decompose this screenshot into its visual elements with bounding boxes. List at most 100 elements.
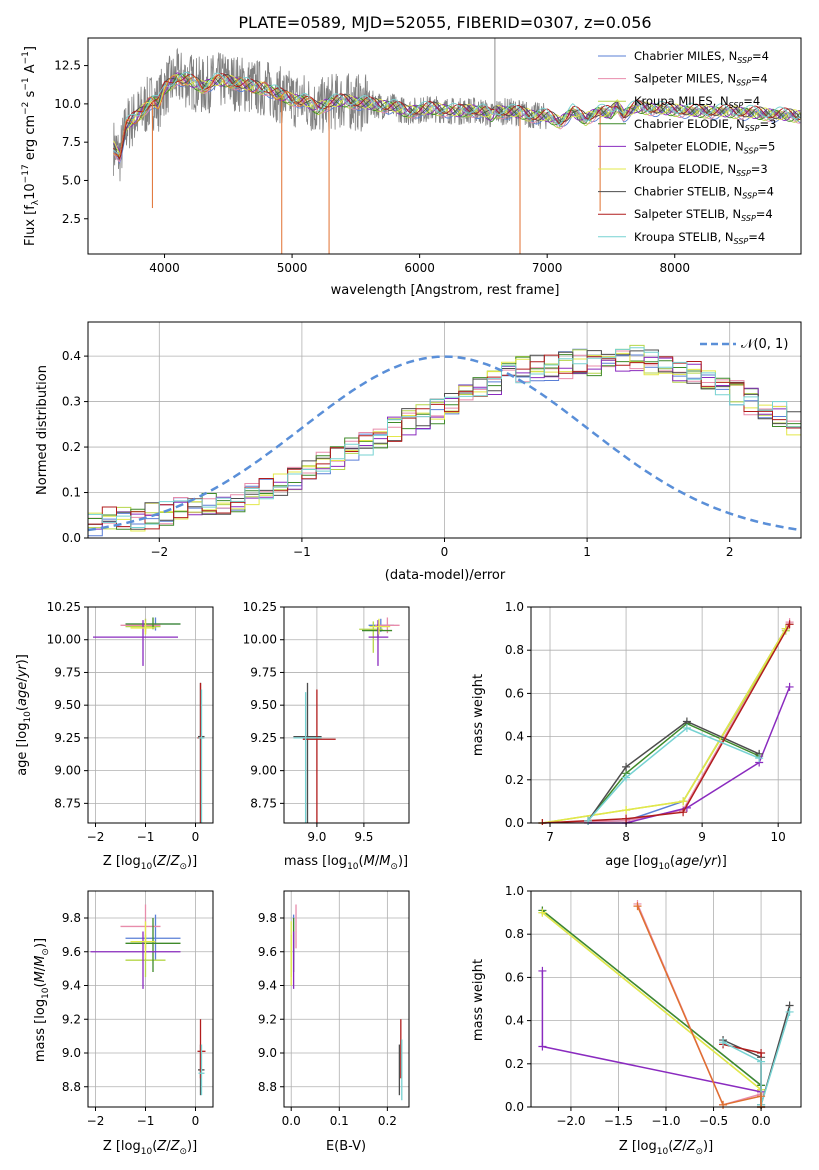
weight-vs-age-ytick-label: 0.8 [505, 643, 524, 657]
age-vs-mass-points [293, 617, 400, 823]
weight-vs-z-marker-ss [757, 1049, 766, 1057]
weight-vs-age-ytick-label: 0.6 [505, 686, 524, 700]
residuals-hist-km [88, 344, 801, 538]
age-vs-z-points [93, 617, 205, 823]
age-vs-mass-xtick-label: 9.5 [354, 830, 373, 844]
weight-vs-age-marker-ke [679, 797, 688, 806]
weight-vs-age-marker-cs [622, 762, 631, 771]
age-vs-z-xlabel: Z [log10(Z/Z⊙)] [103, 854, 197, 872]
residuals-xtick-label: −2 [150, 545, 168, 559]
weight-vs-age-line-ke [542, 628, 787, 824]
spectrum-legend-label: Salpeter STELIB, NSSP=4 [634, 207, 773, 223]
weight-vs-z-marker-ks [757, 1057, 766, 1066]
mass-vs-ebv-xlabel: E(B-V) [326, 1139, 366, 1154]
mass-vs-ebv-panel: 0.0 0.1 0.2 8.8 9.0 9.2 9.4 9.6 9.8 E(B-V) [258, 890, 410, 1154]
mass-vs-ebv-ytick-label: 9.2 [258, 1012, 277, 1026]
residuals-hist-sm [88, 350, 801, 538]
mass-vs-ebv-ytick-label: 9.0 [258, 1046, 277, 1060]
age-vs-z-ytick-label: 10.00 [47, 633, 81, 647]
weight-vs-z-ylabel: mass weight [471, 959, 486, 1041]
age-vs-mass-ytick-label: 10.00 [243, 633, 277, 647]
spectrum-xtick-label: 4000 [149, 261, 180, 275]
spectrum-legend-label: Salpeter MILES, NSSP=4 [634, 72, 768, 88]
weight-vs-age-xtick-label: 7 [546, 830, 554, 844]
spectrum-xtick-label: 6000 [404, 261, 435, 275]
weight-vs-age-marker-ss [679, 808, 688, 817]
age-vs-mass-ytick-label: 9.00 [250, 764, 277, 778]
residuals-ytick-label: 0.4 [62, 349, 81, 363]
spectrum-frame [87, 37, 802, 255]
mass-vs-ebv-ytick-label: 9.6 [258, 945, 277, 959]
age-vs-z-xtick-label: −1 [137, 830, 155, 844]
weight-vs-age-marker-ss [622, 814, 631, 823]
weight-vs-z-lines [538, 899, 794, 1109]
weight-vs-age-marker-ks [584, 816, 593, 825]
weight-vs-age-line-cs [587, 720, 760, 822]
age-vs-z-panel: −2 −1 0 8.75 9.00 9.25 9.50 9.75 10.00 10.25 Z [l… [15, 600, 214, 872]
residuals-xtick-label: 1 [583, 545, 591, 559]
weight-vs-age-marker-ks [682, 723, 691, 732]
residuals-hist-ke [88, 352, 801, 538]
spectrum-xlabel: wavelength [Angstrom, rest frame] [331, 283, 560, 298]
age-vs-z-ytick-label: 9.50 [54, 698, 81, 712]
weight-vs-z-marker-se [538, 1042, 547, 1051]
age-vs-mass-panel: 9.0 9.5 8.75 9.00 9.25 9.50 9.75 10.00 10.25 mas… [243, 600, 410, 872]
mass-vs-z-ytick-label: 9.4 [62, 979, 81, 993]
weight-vs-z-marker-__orange [633, 902, 642, 911]
spectrum-legend-label: Salpeter ELODIE, NSSP=5 [634, 139, 775, 155]
age-vs-mass-ytick-label: 9.75 [250, 665, 277, 679]
residuals-steps [88, 344, 801, 538]
mass-vs-z-ylabel: mass [log10(M/M⊙)] [33, 938, 51, 1062]
weight-vs-z-marker-ks [785, 1007, 794, 1016]
spectrum-ytick-label: 5.0 [62, 173, 81, 187]
mass-vs-z-frame [87, 890, 214, 1108]
spectrum-model-ks [113, 71, 801, 155]
age-vs-mass-xtick-label: 9.0 [307, 830, 326, 844]
spectrum-ytick-label: 12.5 [54, 59, 81, 73]
mass-vs-ebv-ytick-label: 9.4 [258, 979, 277, 993]
weight-vs-age-ytick-label: 0.0 [505, 816, 524, 830]
residuals-panel: −2 −1 0 1 2 0.0 0.1 0.2 0.3 0.4 (data-model)/erro… [35, 321, 802, 583]
weight-vs-z-marker-ke [538, 908, 547, 917]
residuals-ytick-label: 0.1 [62, 486, 81, 500]
residuals-ytick-label: 0.3 [62, 395, 81, 409]
gauss-legend-label: 𝒩(0, 1) [741, 337, 788, 352]
weight-vs-age-line-ce [587, 722, 760, 822]
weight-vs-age-xtick-label: 9 [698, 830, 706, 844]
weight-vs-z-xtick-label: −2.0 [556, 1114, 585, 1128]
age-vs-z-frame [87, 606, 214, 824]
spectrum-xtick-label: 8000 [659, 261, 690, 275]
residuals-gauss-curve [88, 355, 801, 532]
spectrum-legend-label: Chabrier ELODIE, NSSP=3 [634, 117, 776, 133]
weight-vs-age-marker-ke [622, 806, 631, 815]
age-vs-z-xtick-label: −2 [87, 830, 105, 844]
weight-vs-age-lines [538, 618, 794, 825]
spectrum-xtick-label: 5000 [277, 261, 308, 275]
spectrum-xtick-label: 7000 [532, 261, 563, 275]
mass-vs-z-ytick-label: 9.2 [62, 1012, 81, 1026]
spectrum-model-cs [113, 73, 801, 160]
weight-vs-z-panel: −2.0 −1.5 −1.0 −0.5 0.0 0.0 0.2 0.4 0.6 0.8 1.0 Z … [471, 884, 802, 1157]
weight-vs-age-ytick-label: 0.4 [505, 730, 524, 744]
spectrum-legend: Chabrier MILES, NSSP=4 Salpeter MILES, NS… [598, 49, 776, 246]
age-vs-mass-xlabel: mass [log10(M/M⊙)] [284, 854, 408, 872]
spectrum-legend-label: Kroupa ELODIE, NSSP=3 [634, 162, 768, 178]
weight-vs-age-ytick-label: 1.0 [505, 600, 524, 614]
weight-vs-z-ytick-label: 0.6 [505, 970, 524, 984]
spectrum-model-ke [113, 74, 801, 156]
weight-vs-z-ytick-label: 0.4 [505, 1014, 524, 1028]
age-vs-mass-ytick-label: 8.75 [250, 796, 277, 810]
weight-vs-z-marker-__orange [757, 1092, 766, 1101]
weight-vs-z-line-ks [722, 1011, 791, 1106]
weight-vs-age-xtick-label: 8 [622, 830, 630, 844]
weight-vs-age-line-ks [587, 727, 760, 822]
weight-vs-age-ytick-label: 0.2 [505, 773, 524, 787]
residuals-ytick-label: 0.2 [62, 440, 81, 454]
mass-vs-z-xtick-label: −1 [137, 1114, 155, 1128]
residuals-hist-se [88, 356, 801, 538]
weight-vs-z-ytick-label: 0.8 [505, 927, 524, 941]
residuals-ytick-label: 0.0 [62, 531, 81, 545]
residuals-xtick-label: 0 [441, 545, 449, 559]
mass-vs-ebv-xtick-label: 0.1 [330, 1114, 349, 1128]
